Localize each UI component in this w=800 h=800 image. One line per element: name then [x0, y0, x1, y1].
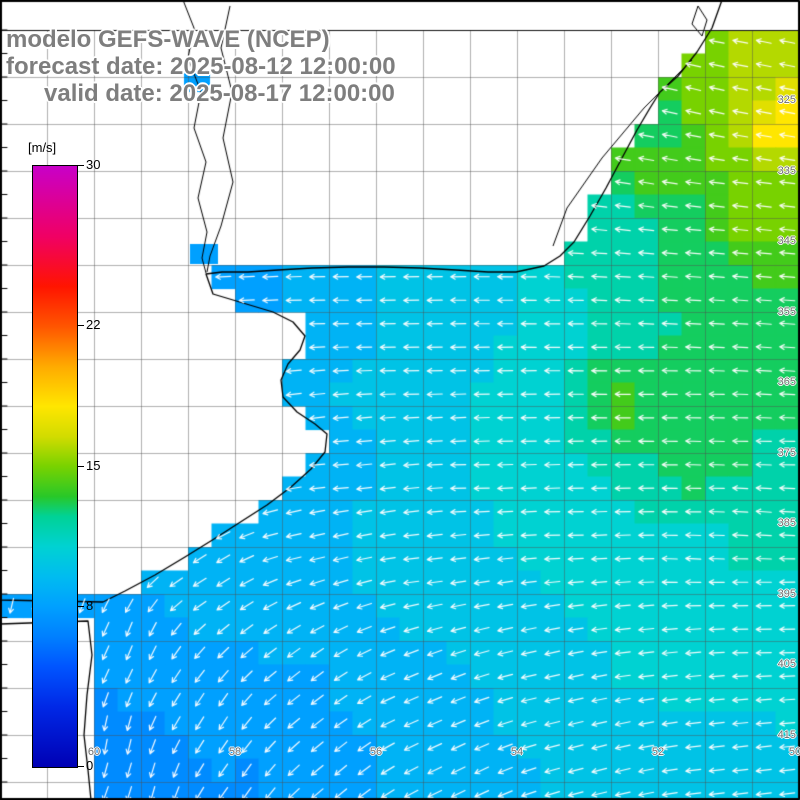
colorbar-tick-label: 22 [86, 317, 101, 333]
colorbar-unit-label: [m/s] [28, 140, 57, 155]
lon-label: 50 [788, 746, 800, 758]
colorbar-tick-mark [78, 766, 84, 767]
model-title: modelo GEFS-WAVE (NCEP) [6, 26, 330, 53]
lon-label: 58 [228, 746, 242, 758]
lat-label: 345 [777, 235, 796, 247]
lon-label: 54 [510, 746, 524, 758]
colorbar-tick-label: 30 [86, 157, 101, 172]
colorbar-tick-label: 0 [86, 758, 94, 773]
lat-label: 375 [777, 447, 796, 459]
lat-label: 355 [777, 306, 796, 318]
lat-label: 365 [777, 376, 796, 388]
colorbar-gradient [32, 165, 78, 768]
lon-label: 56 [369, 746, 383, 758]
lat-label: 335 [777, 165, 796, 177]
colorbar-tick-label: 8 [86, 597, 94, 613]
lon-label: 52 [651, 746, 665, 758]
colorbar-tick-mark [78, 605, 84, 607]
colorbar-tick-mark [78, 165, 84, 166]
colorbar-tick-mark [78, 325, 84, 327]
lat-label: 385 [777, 517, 796, 529]
lat-label: 405 [777, 658, 796, 670]
forecast-date: forecast date: 2025-08-12 12:00:00 [6, 53, 396, 80]
colorbar-tick-mark [78, 465, 84, 467]
lat-label: 395 [777, 588, 796, 600]
lon-label: 60 [87, 746, 101, 758]
lat-label: 415 [777, 729, 796, 741]
colorbar-tick-label: 15 [86, 457, 101, 473]
map-titles: modelo GEFS-WAVE (NCEP) forecast date: 2… [6, 26, 396, 107]
lat-label: 325 [777, 94, 796, 106]
valid-date: valid date: 2025-08-17 12:00:00 [44, 80, 395, 107]
